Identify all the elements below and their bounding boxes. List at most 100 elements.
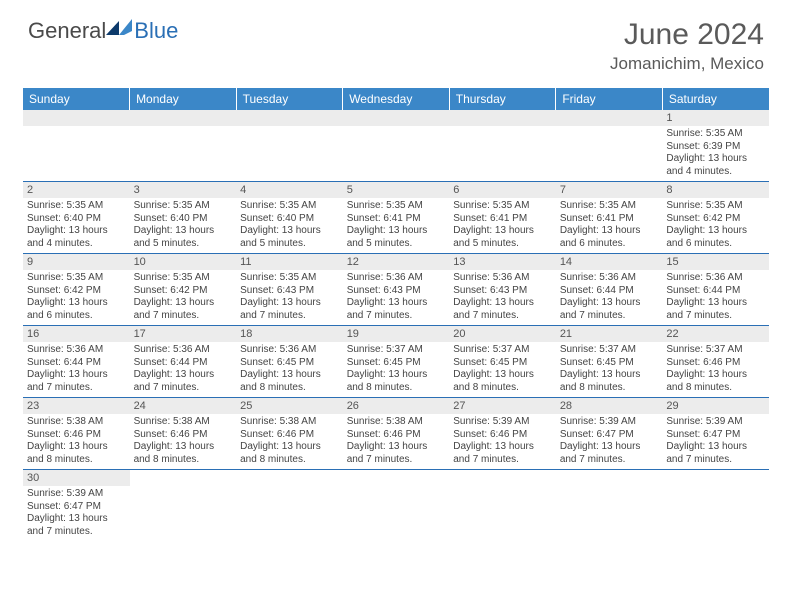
day-detail-row: Sunrise: 5:36 AM Sunset: 6:44 PM Daylight:…	[23, 342, 769, 398]
day-detail-line: Sunrise: 5:35 AM	[666, 128, 765, 141]
day-detail-cell: Sunrise: 5:37 AMSunset: 6:46 PMDaylight:…	[662, 342, 769, 398]
day-number-row: 23242526272829	[23, 398, 769, 415]
day-detail-line: Daylight: 13 hours and 8 minutes.	[347, 369, 446, 394]
day-detail-line: Sunset: 6:47 PM	[666, 429, 765, 442]
day-detail-cell: Sunrise: 5:36 AMSunset: 6:44 PMDaylight:…	[130, 342, 237, 398]
day-detail-line: Sunrise: 5:37 AM	[347, 344, 446, 357]
day-detail-line: Daylight: 13 hours and 6 minutes.	[27, 297, 126, 322]
day-detail-cell: Sunrise: 5:35 AMSunset: 6:39 PMDaylight:…	[662, 126, 769, 182]
day-number-cell	[449, 470, 556, 487]
day-detail-line: Sunset: 6:46 PM	[666, 357, 765, 370]
day-detail-cell	[449, 486, 556, 541]
day-detail-cell: Sunrise: 5:35 AMSunset: 6:41 PMDaylight:…	[343, 198, 450, 254]
day-number-cell: 15	[662, 254, 769, 271]
day-detail-line: Daylight: 13 hours and 8 minutes.	[134, 441, 233, 466]
logo-text-general: General	[28, 18, 106, 44]
day-detail-cell: Sunrise: 5:35 AMSunset: 6:41 PMDaylight:…	[449, 198, 556, 254]
day-number-cell	[130, 470, 237, 487]
day-number-cell	[130, 110, 237, 126]
day-detail-row: Sunrise: 5:38 AMSunset: 6:46 PMDaylight:…	[23, 414, 769, 470]
day-detail-row: Sunrise: 5:35 AMSunset: 6:40 PMDaylight:…	[23, 198, 769, 254]
day-detail-cell: Sunrise: 5:39 AMSunset: 6:47 PMDaylight:…	[556, 414, 663, 470]
day-detail-line: Sunset: 6:46 PM	[347, 429, 446, 442]
day-detail-line: Daylight: 13 hours and 5 minutes.	[453, 225, 552, 250]
day-detail-line: Daylight: 13 hours and 5 minutes.	[240, 225, 339, 250]
day-detail-cell: Sunrise: 5:38 AMSunset: 6:46 PMDaylight:…	[236, 414, 343, 470]
day-detail-cell: Sunrise: 5:36 AMSunset: 6:43 PMDaylight:…	[343, 270, 450, 326]
day-detail-line: Daylight: 13 hours and 7 minutes.	[134, 297, 233, 322]
day-detail-cell: Sunrise: 5:39 AMSunset: 6:47 PMDaylight:…	[662, 414, 769, 470]
day-detail-line: Sunset: 6:44 PM	[560, 285, 659, 298]
day-detail-line: Sunrise: 5:37 AM	[453, 344, 552, 357]
day-number-row: 16171819202122	[23, 326, 769, 343]
day-detail-line: Sunset: 6:46 PM	[240, 429, 339, 442]
day-number-cell: 3	[130, 182, 237, 199]
day-number-cell: 17	[130, 326, 237, 343]
day-number-cell: 18	[236, 326, 343, 343]
day-detail-line: Sunrise: 5:35 AM	[560, 200, 659, 213]
day-detail-line: Sunset: 6:42 PM	[134, 285, 233, 298]
day-detail-line: Sunset: 6:45 PM	[453, 357, 552, 370]
day-detail-line: Daylight: 13 hours and 8 minutes.	[560, 369, 659, 394]
day-detail-cell: Sunrise: 5:35 AMSunset: 6:40 PMDaylight:…	[23, 198, 130, 254]
weekday-header: Wednesday	[343, 88, 450, 110]
day-detail-cell: Sunrise: 5:37 AMSunset: 6:45 PMDaylight:…	[343, 342, 450, 398]
day-detail-line: Sunset: 6:44 PM	[134, 357, 233, 370]
day-detail-cell	[556, 126, 663, 182]
day-detail-line: Sunrise: 5:38 AM	[134, 416, 233, 429]
day-number-cell	[449, 110, 556, 126]
weekday-header-row: Sunday Monday Tuesday Wednesday Thursday…	[23, 88, 769, 110]
day-detail-line: Daylight: 13 hours and 8 minutes.	[666, 369, 765, 394]
header: General Blue June 2024 Jomanichim, Mexic…	[0, 0, 792, 82]
day-detail-line: Sunrise: 5:39 AM	[666, 416, 765, 429]
day-detail-cell: Sunrise: 5:35 AMSunset: 6:42 PMDaylight:…	[23, 270, 130, 326]
day-number-cell	[662, 470, 769, 487]
title-block: June 2024 Jomanichim, Mexico	[610, 18, 764, 74]
day-detail-line: Daylight: 13 hours and 7 minutes.	[453, 441, 552, 466]
day-detail-cell: Sunrise: 5:35 AMSunset: 6:42 PMDaylight:…	[130, 270, 237, 326]
day-detail-line: Daylight: 13 hours and 7 minutes.	[240, 297, 339, 322]
day-number-cell: 10	[130, 254, 237, 271]
day-number-cell: 29	[662, 398, 769, 415]
day-detail-line: Daylight: 13 hours and 8 minutes.	[27, 441, 126, 466]
day-detail-cell	[130, 486, 237, 541]
day-detail-cell	[236, 126, 343, 182]
day-detail-line: Daylight: 13 hours and 8 minutes.	[240, 369, 339, 394]
day-detail-line: Sunset: 6:41 PM	[347, 213, 446, 226]
day-number-cell: 9	[23, 254, 130, 271]
day-detail-line: Sunrise: 5:38 AM	[347, 416, 446, 429]
day-detail-line: Sunset: 6:41 PM	[453, 213, 552, 226]
day-detail-line: Daylight: 13 hours and 4 minutes.	[666, 153, 765, 178]
day-detail-cell	[130, 126, 237, 182]
day-detail-cell: Sunrise: 5:39 AMSunset: 6:46 PMDaylight:…	[449, 414, 556, 470]
day-detail-line: Sunrise: 5:38 AM	[27, 416, 126, 429]
day-number-cell: 6	[449, 182, 556, 199]
day-number-cell: 1	[662, 110, 769, 126]
day-detail-cell	[236, 486, 343, 541]
day-detail-row: Sunrise: 5:35 AMSunset: 6:39 PMDaylight:…	[23, 126, 769, 182]
day-detail-cell	[449, 126, 556, 182]
day-detail-cell	[343, 486, 450, 541]
day-detail-line: Daylight: 13 hours and 7 minutes.	[560, 441, 659, 466]
day-detail-line: Sunset: 6:46 PM	[453, 429, 552, 442]
weekday-header: Tuesday	[236, 88, 343, 110]
weekday-header: Sunday	[23, 88, 130, 110]
day-detail-line: Sunrise: 5:35 AM	[347, 200, 446, 213]
day-detail-cell: Sunrise: 5:35 AMSunset: 6:40 PMDaylight:…	[130, 198, 237, 254]
day-detail-line: Sunrise: 5:38 AM	[240, 416, 339, 429]
day-detail-line: Sunrise: 5:35 AM	[134, 200, 233, 213]
day-detail-cell: Sunrise: 5:39 AMSunset: 6:47 PMDaylight:…	[23, 486, 130, 541]
day-detail-line: Sunrise: 5:36 AM	[240, 344, 339, 357]
day-number-row: 2345678	[23, 182, 769, 199]
day-detail-cell	[343, 126, 450, 182]
day-number-cell: 22	[662, 326, 769, 343]
day-detail-line: Daylight: 13 hours and 7 minutes.	[560, 297, 659, 322]
day-number-cell: 27	[449, 398, 556, 415]
weekday-header: Saturday	[662, 88, 769, 110]
day-detail-line: Sunset: 6:41 PM	[560, 213, 659, 226]
day-number-cell: 12	[343, 254, 450, 271]
day-number-cell: 23	[23, 398, 130, 415]
day-detail-cell: Sunrise: 5:37 AMSunset: 6:45 PMDaylight:…	[449, 342, 556, 398]
location-label: Jomanichim, Mexico	[610, 54, 764, 74]
day-number-cell	[556, 470, 663, 487]
